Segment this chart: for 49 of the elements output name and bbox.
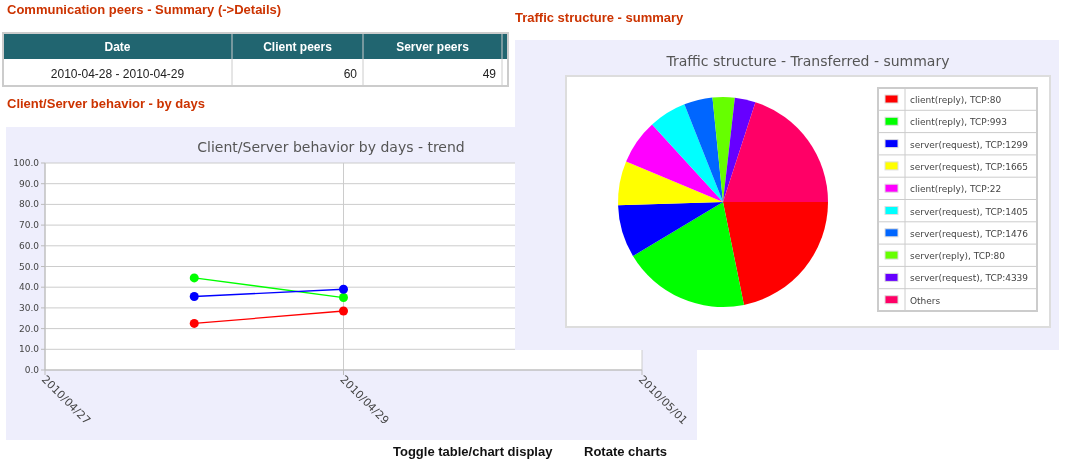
y-tick-label: 80.0 — [18, 199, 40, 210]
point — [189, 318, 199, 328]
pie-slice — [723, 97, 756, 202]
y-tick-label: 100.0 — [13, 158, 40, 168]
legend-label: server(request), TCP:1405 — [910, 206, 1029, 217]
legend-label: server(request), TCP:1299 — [910, 139, 1029, 150]
pie-slice — [618, 161, 723, 206]
category-label: Client peers — [263, 40, 333, 54]
pie-slice — [626, 124, 723, 202]
legend-label: server(request), TCP:1665 — [910, 161, 1029, 172]
y-tick-label: 10.0 — [18, 344, 40, 355]
pie-slice — [632, 202, 744, 307]
pie-slice — [684, 97, 723, 202]
text: 60 — [343, 67, 357, 81]
text: Client/Server behavior - by days — [7, 96, 205, 111]
legend-label: Others — [910, 295, 941, 306]
point — [339, 293, 348, 303]
legend-label: server(request), TCP:4339 — [910, 273, 1029, 284]
legend-label: client(reply), TCP:22 — [910, 184, 1002, 195]
pie-slice — [652, 104, 723, 202]
legend-label: client(reply), TCP:993 — [910, 117, 1007, 128]
text: Communication peers - Summary (->Details) — [7, 2, 282, 17]
legend-label: client(reply), TCP:80 — [910, 95, 1002, 105]
text: Traffic structure - summary — [515, 10, 685, 25]
legend-label: server(reply), TCP:80 — [910, 251, 1006, 262]
legend-label: server(request), TCP:1476 — [910, 228, 1029, 239]
text: Toggle table/chart display — [393, 444, 554, 459]
category-label: Date — [104, 40, 131, 54]
y-tick-label: 30.0 — [18, 302, 40, 313]
pie-slice — [723, 202, 828, 305]
chart-title: Client/Server behavior by days - trend — [197, 139, 465, 155]
y-tick-label: 20.0 — [18, 323, 40, 334]
point — [339, 306, 348, 316]
pie-slice — [723, 102, 828, 202]
y-tick-label: 70.0 — [18, 220, 40, 231]
chart-title: Traffic structure - Transferred - summary — [665, 53, 950, 69]
point — [189, 292, 199, 302]
y-tick-label: 90.0 — [18, 178, 40, 189]
point — [189, 273, 199, 283]
y-tick-label: 40.0 — [18, 282, 40, 293]
point — [339, 284, 348, 294]
y-tick-label: 0.0 — [24, 365, 40, 375]
pie-slice — [618, 202, 723, 257]
text: 2010-04-28 - 2010-04-29 — [50, 67, 185, 81]
category-label: Server peers — [396, 40, 470, 54]
y-tick-label: 60.0 — [18, 240, 40, 251]
y-tick-label: 50.0 — [18, 261, 40, 272]
text: Rotate charts — [584, 444, 668, 459]
text: 49 — [482, 67, 496, 81]
